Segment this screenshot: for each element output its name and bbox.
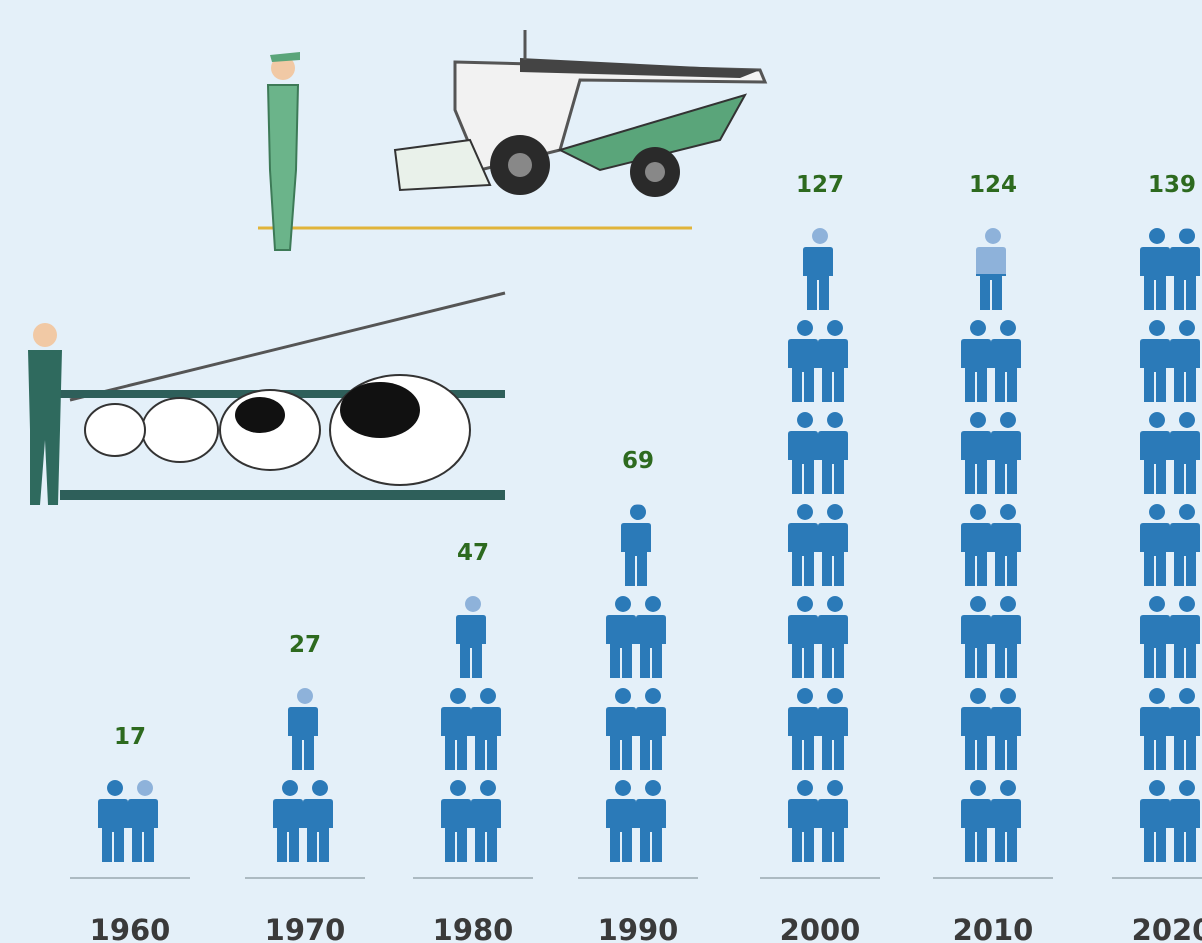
chart: 1960 17 1970 27 1980 47 1990 69 2000 127 2010 124 20… [0, 0, 1202, 943]
person-icon [961, 780, 991, 862]
value-label: 17 [114, 724, 146, 750]
person-icon [991, 412, 1021, 494]
x-tick-label: 2020 [1132, 913, 1202, 943]
person-icon [818, 320, 848, 402]
person-icon [1140, 320, 1170, 402]
stall-floor [60, 490, 505, 500]
x-tick-label: 1970 [265, 913, 346, 943]
person-icon [818, 596, 848, 678]
hub [508, 153, 532, 177]
person-icon [818, 780, 848, 862]
barn-illustration [28, 293, 505, 505]
farmer-body [28, 350, 62, 505]
person-icon [636, 780, 666, 862]
person-icon [471, 688, 501, 770]
person-icon [606, 596, 636, 678]
person-icon [636, 688, 666, 770]
person-icon [1140, 504, 1170, 586]
person-icon [1140, 412, 1170, 494]
person-icon [98, 780, 128, 862]
cow [142, 398, 218, 462]
person-icon [1170, 412, 1200, 494]
person-icon [303, 780, 333, 862]
person-icon [636, 596, 666, 678]
body: {"chart_data": {"type": "pictograph", "c… [0, 0, 1202, 943]
person-icon [788, 320, 818, 402]
person-icon [1140, 596, 1170, 678]
person-icon [818, 412, 848, 494]
value-label: 124 [969, 172, 1017, 198]
farmer-head [33, 323, 57, 347]
icon-stack [98, 780, 158, 862]
value-label: 127 [796, 172, 844, 198]
person-icon [788, 504, 818, 586]
icon-stack [606, 504, 666, 862]
hub [645, 162, 665, 182]
person-icon [471, 780, 501, 862]
icon-stack [1140, 228, 1200, 862]
value-label: 69 [622, 448, 654, 474]
x-tick-label: 2000 [780, 913, 861, 943]
person-icon [441, 688, 471, 770]
icon-stack [273, 688, 333, 862]
x-tick-label: 2010 [953, 913, 1034, 943]
value-label: 27 [289, 632, 321, 658]
person-icon-fill [1170, 228, 1200, 310]
value-label: 47 [457, 540, 489, 566]
harvester-illustration [258, 30, 765, 250]
person-icon [788, 596, 818, 678]
farmer-cap [270, 52, 300, 62]
person-icon [961, 412, 991, 494]
person-icon [788, 780, 818, 862]
person-icon [961, 688, 991, 770]
person-icon [1170, 780, 1200, 862]
person-icon [991, 596, 1021, 678]
person-icon [991, 780, 1021, 862]
person-icon-fill [621, 504, 651, 586]
person-icon [788, 688, 818, 770]
person-icon [1140, 780, 1170, 862]
person-icon [1170, 504, 1200, 586]
x-tick-label: 1980 [433, 913, 514, 943]
cow-spot [340, 382, 420, 438]
farmer-body [268, 85, 298, 250]
person-icon [991, 504, 1021, 586]
cow-spot [235, 397, 285, 433]
x-tick-label: 1990 [598, 913, 679, 943]
person-icon [961, 320, 991, 402]
person-icon [961, 504, 991, 586]
person-icon [1170, 596, 1200, 678]
person-icon [788, 412, 818, 494]
person-icon [606, 688, 636, 770]
person-icon [1140, 688, 1170, 770]
person-icon [441, 780, 471, 862]
person-icon [961, 596, 991, 678]
person-icon [818, 688, 848, 770]
person-icon [991, 320, 1021, 402]
person-icon [1170, 688, 1200, 770]
person-icon [818, 504, 848, 586]
person-icon [1170, 320, 1200, 402]
person-icon [273, 780, 303, 862]
value-label: 139 [1148, 172, 1196, 198]
person-icon [1140, 228, 1170, 310]
icon-stack [961, 228, 1021, 862]
x-tick-label: 1960 [90, 913, 171, 943]
icon-stack [441, 596, 501, 862]
cow [85, 404, 145, 456]
person-icon [606, 780, 636, 862]
icon-stack [788, 228, 848, 862]
person-icon [991, 688, 1021, 770]
page: html, body { margin: 0; padding: 0; widt… [0, 0, 1202, 943]
